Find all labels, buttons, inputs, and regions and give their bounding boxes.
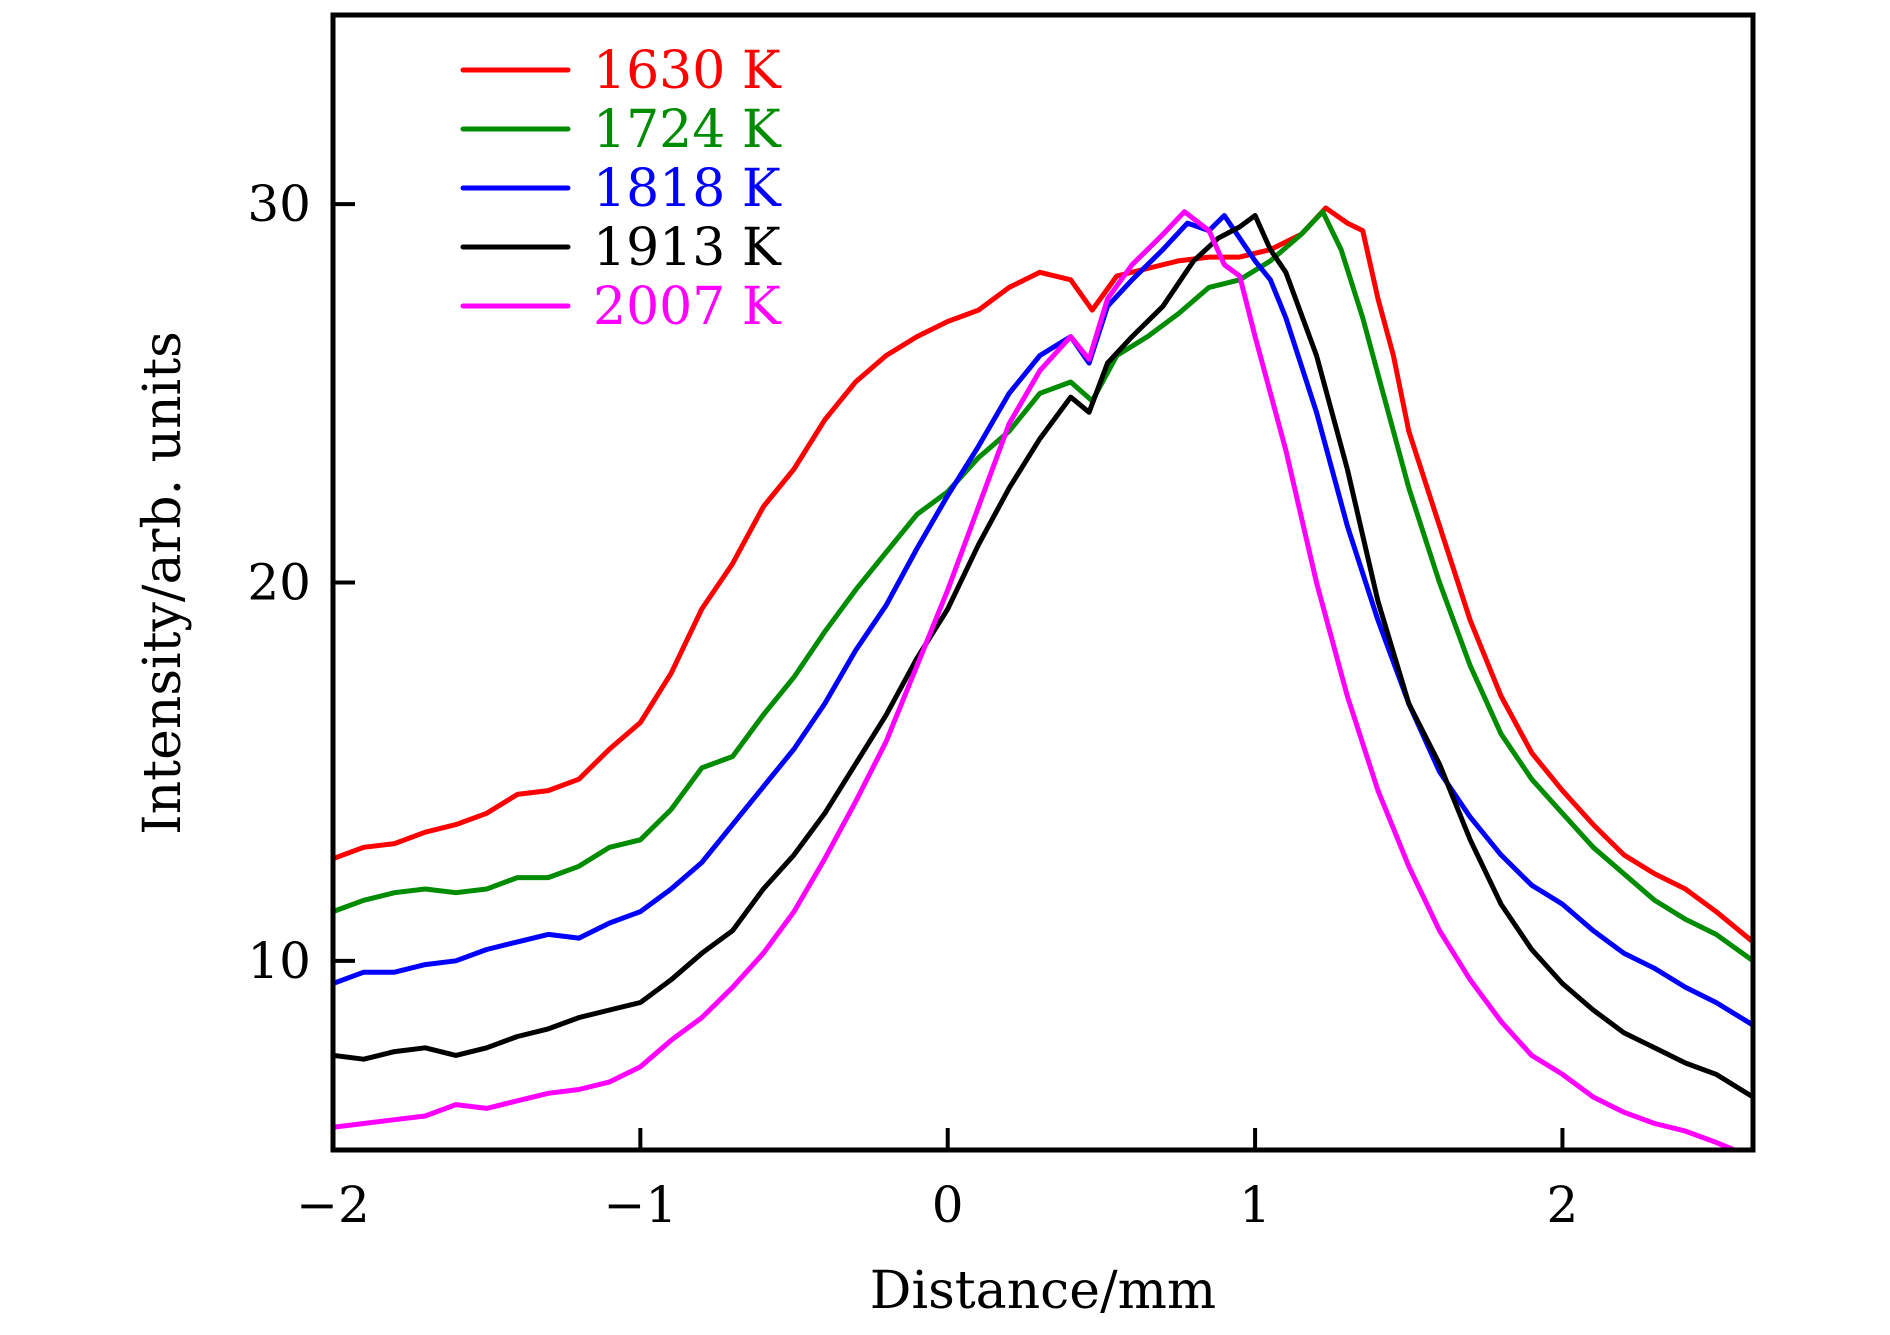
x-tick-label: 2 [1547, 1176, 1579, 1234]
x-axis: −2 −1 0 1 2 [296, 1128, 1578, 1234]
series-line-1913-k [333, 213, 1753, 1100]
series-line-1818-k [333, 213, 1753, 1028]
x-tick-label: −2 [296, 1176, 370, 1234]
y-tick-label: 20 [247, 554, 311, 612]
x-axis-label: Distance/mm [870, 1261, 1216, 1321]
y-axis-label: Intensity/arb. units [133, 331, 193, 835]
y-axis: 10 20 30 [247, 175, 355, 990]
legend-label: 2007 K [593, 277, 782, 337]
series-line-1630-k [333, 205, 1753, 945]
series-layer [333, 205, 1753, 1150]
legend-label: 1724 K [593, 100, 782, 160]
series-line-2007-k [333, 209, 1742, 1150]
y-tick-label: 30 [247, 175, 311, 233]
x-tick-label: 0 [932, 1176, 964, 1234]
plot-frame [330, 12, 1756, 1153]
legend-label: 1913 K [593, 218, 782, 278]
legend-item: 2007 K [460, 277, 782, 337]
legend-item: 1913 K [460, 218, 782, 278]
x-tick-label: 1 [1239, 1176, 1271, 1234]
x-tick-label: −1 [603, 1176, 677, 1234]
legend-item: 1630 K [460, 41, 782, 101]
y-tick-label: 10 [247, 932, 311, 990]
legend-label: 1630 K [593, 41, 782, 101]
legend-item: 1818 K [460, 159, 782, 219]
legend-item: 1724 K [460, 100, 782, 160]
legend-label: 1818 K [593, 159, 782, 219]
series-line-1724-k [333, 209, 1753, 964]
